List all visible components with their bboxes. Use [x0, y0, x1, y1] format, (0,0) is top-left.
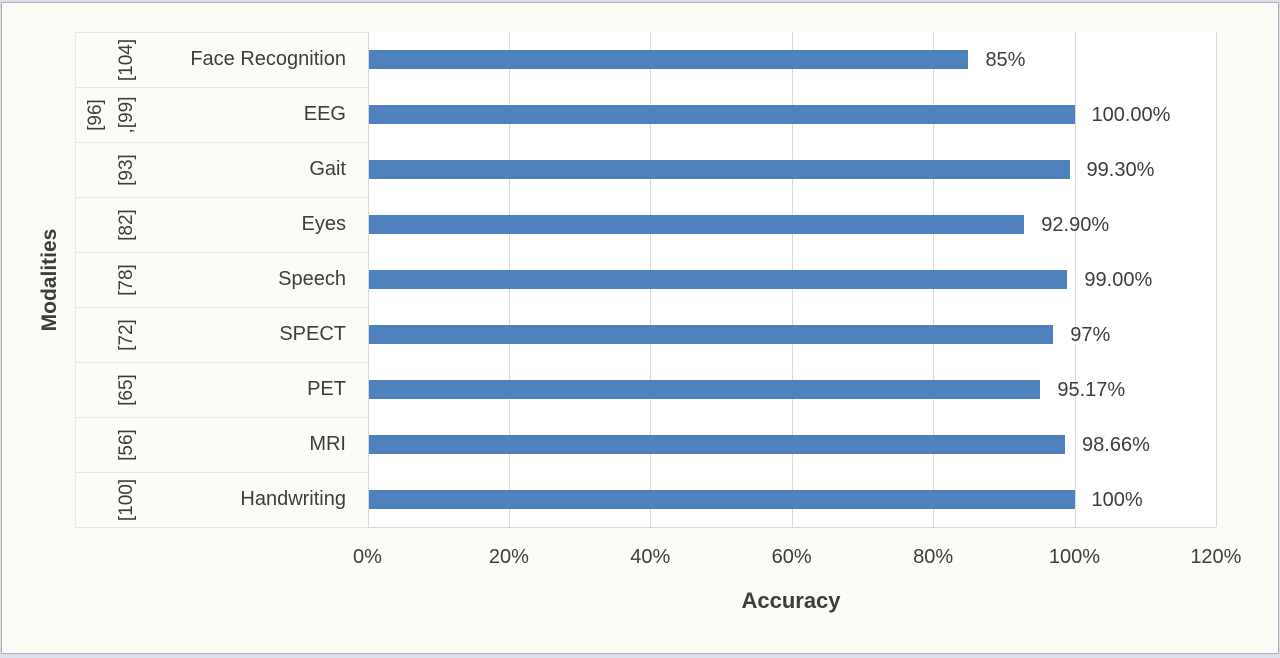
citation-label: [82]	[116, 208, 137, 241]
category-label: Gait	[309, 158, 346, 180]
bar	[368, 270, 1068, 289]
x-tick-label: 120%	[1190, 546, 1242, 568]
citation-label: [93]	[116, 153, 137, 186]
x-tick-label: 0%	[353, 546, 382, 568]
x-tick-label: 20%	[488, 546, 529, 568]
citation-label: [78]	[116, 263, 137, 296]
bar-value-label: 95.17%	[1057, 378, 1126, 401]
row-separator	[75, 472, 368, 473]
bar	[368, 160, 1070, 179]
x-tick-label: 40%	[630, 546, 671, 568]
bar-value-label: 99.30%	[1086, 158, 1155, 181]
bar	[368, 50, 969, 69]
gridline	[1074, 32, 1076, 527]
bar-value-label: 92.90%	[1041, 213, 1110, 236]
bar-value-label: 97%	[1070, 323, 1111, 346]
bar-value-label: 100.00%	[1091, 103, 1171, 126]
row-separator	[75, 307, 368, 308]
x-tick-label: 100%	[1048, 546, 1101, 568]
x-tick-label: 60%	[771, 546, 812, 568]
category-label: Handwriting	[240, 488, 346, 510]
category-label: MRI	[309, 433, 346, 455]
bar	[368, 215, 1025, 234]
row-separator	[75, 87, 368, 88]
bar-value-label: 99.00%	[1084, 268, 1153, 291]
row-separator	[75, 252, 368, 253]
citation-label: [100]	[116, 478, 137, 521]
citation-label: [96]	[85, 98, 106, 131]
category-label: SPECT	[279, 323, 346, 345]
citation-label: [72]	[116, 318, 137, 351]
bar	[368, 380, 1041, 399]
row-separator	[75, 417, 368, 418]
row-separator	[75, 32, 368, 33]
y-axis-title: Modalities	[38, 228, 61, 332]
citation-label: [65]	[116, 373, 137, 406]
category-label: PET	[307, 378, 346, 400]
row-separator	[75, 527, 368, 528]
row-separator	[75, 362, 368, 363]
gridline	[367, 32, 369, 527]
bar-value-label: 98.66%	[1082, 433, 1150, 456]
citation-label: [56]	[116, 428, 137, 461]
category-label: Speech	[278, 268, 346, 290]
row-separator	[75, 142, 368, 143]
category-label: Eyes	[301, 213, 346, 235]
row-separator	[75, 197, 368, 198]
category-label: EEG	[303, 103, 346, 125]
citation-label: ,[99]	[116, 96, 137, 133]
bar-value-label: 100%	[1091, 488, 1143, 511]
gridline	[1215, 32, 1217, 527]
x-axis-title: Accuracy	[741, 588, 841, 613]
x-tick-label: 80%	[913, 546, 954, 568]
x-axis-line	[367, 527, 1216, 528]
bar	[368, 490, 1075, 509]
category-label: Face Recognition	[190, 48, 346, 70]
bar	[368, 325, 1054, 344]
bar	[368, 435, 1066, 454]
bar-value-label: 85%	[985, 48, 1026, 71]
citation-label: [104]	[116, 38, 137, 81]
category-axis-line	[75, 32, 76, 527]
bar	[368, 105, 1075, 124]
